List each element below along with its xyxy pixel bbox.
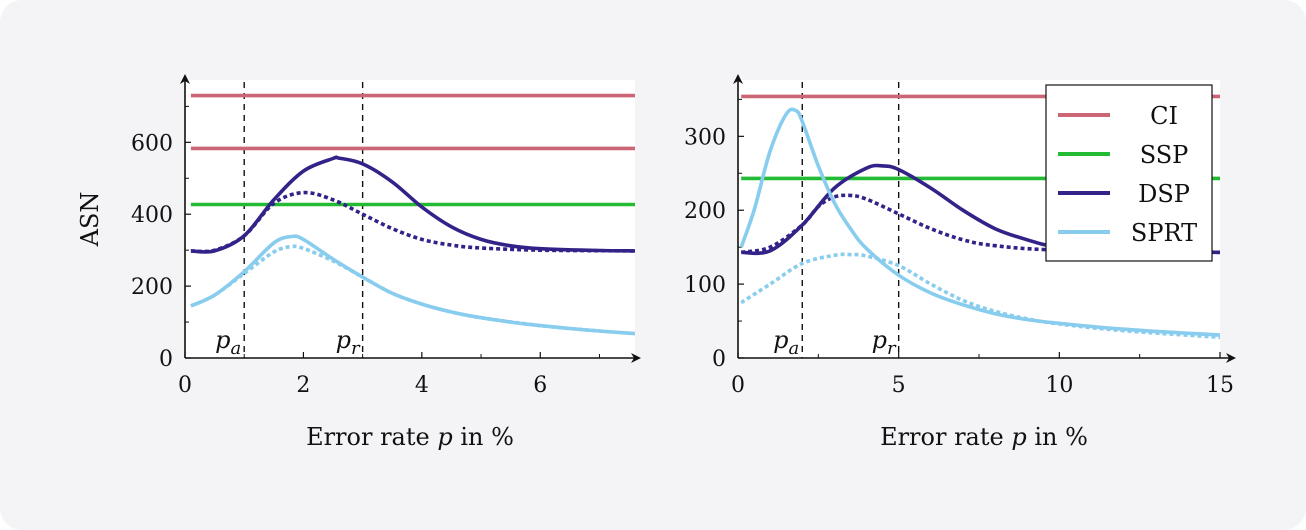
x-tick-label: 0 [178,373,192,398]
y-tick-label: 0 [712,347,726,372]
reference-label-pr: pr [872,326,897,359]
x-tick-label: 2 [296,373,310,398]
x-axis-arrow [1226,353,1236,363]
y-axis-arrow [733,74,743,84]
chart-1: 0 2 4 6 0 200 400 600 pa pr Error rate p in % ASN [76,74,641,451]
chart-2: 0 5 10 15 0 100 200 300 pa pr Error rate p in % CI S… [684,74,1236,451]
y-tick-label: 400 [131,203,173,228]
x-axis-arrow [631,353,641,363]
legend-label-sprt: SPRT [1131,219,1197,247]
y-axis-arrow [180,74,190,84]
plot-area [185,80,635,358]
y-tick-label: 200 [131,275,173,300]
x-tick-label: 4 [415,373,429,398]
series-sprt-solid-line [190,234,635,336]
legend-label-ssp: SSP [1140,141,1189,169]
series-dsp-dotted-line [190,190,635,254]
x-axis-label: Error rate p in % [306,423,514,451]
reference-label-pa: pa [773,326,799,359]
x-tick-label: 0 [731,373,745,398]
y-axis-label: ASN [76,192,104,248]
legend-label-ci: CI [1150,102,1178,130]
y-tick-label: 100 [684,273,726,298]
series-dsp-dotted-line [740,193,1220,255]
y-tick-label: 0 [159,347,173,372]
series-sprt-dotted-line [740,252,1220,340]
series-group [190,93,635,336]
y-tick-label: 600 [131,131,173,156]
x-tick-label: 6 [533,373,547,398]
x-tick-label: 10 [1045,373,1073,398]
x-tick-label: 15 [1206,373,1234,398]
y-tick-label: 200 [684,199,726,224]
reference-label-pr: pr [336,326,361,359]
legend-label-dsp: DSP [1138,180,1190,208]
y-tick-label: 300 [684,125,726,150]
x-tick-label: 5 [892,373,906,398]
reference-label-pa: pa [215,326,241,359]
series-sprt-dotted-line [190,244,635,336]
x-axis-label: Error rate p in % [880,423,1088,451]
